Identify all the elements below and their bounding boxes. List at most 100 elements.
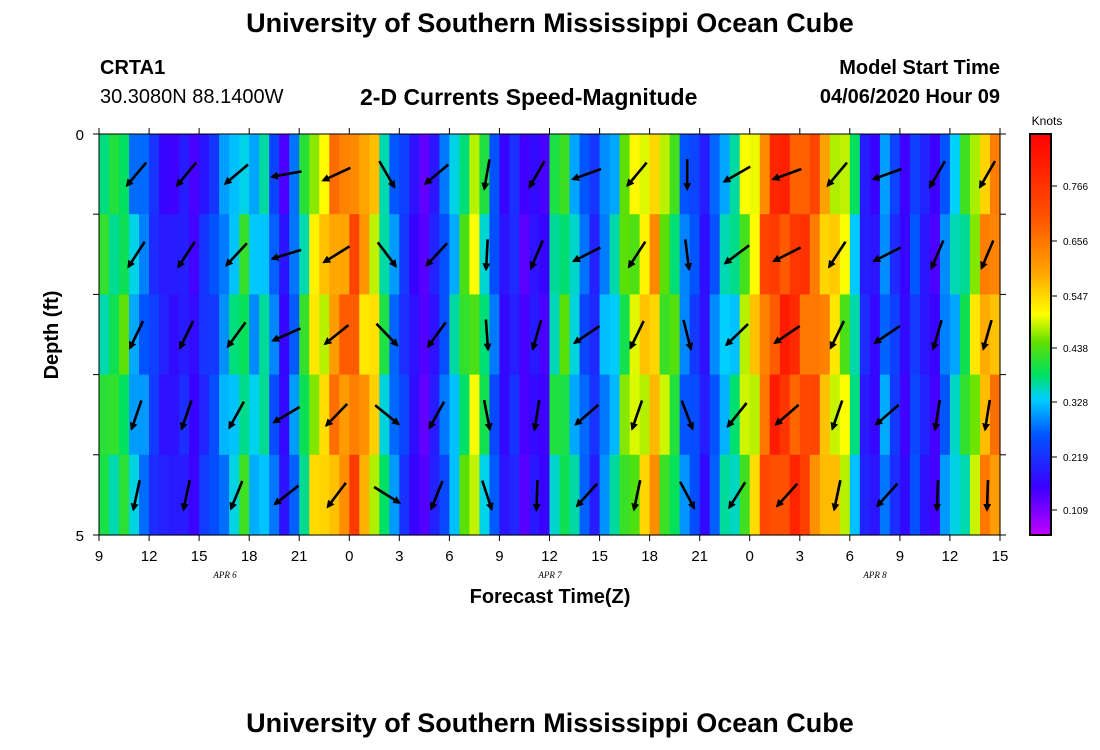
heatmap-cell [99, 134, 110, 215]
heatmap-cell [799, 454, 811, 536]
heatmap-cell [139, 374, 150, 456]
current-vector-arrow [678, 481, 696, 510]
colorbar [1029, 133, 1052, 536]
heatmap-cell [539, 134, 551, 215]
heatmap-cell [889, 294, 901, 376]
heatmap-cell [739, 454, 751, 536]
heatmap-cell [799, 294, 811, 376]
heatmap-cell [209, 214, 220, 295]
heatmap-cell [979, 454, 991, 536]
current-vector-arrow [378, 160, 396, 189]
current-vector-arrow [429, 480, 444, 511]
current-vector-arrow [324, 402, 349, 427]
heatmap-cell [519, 214, 531, 295]
heatmap-cell [209, 294, 220, 376]
y-axis: 05 [76, 127, 1006, 545]
heatmap-cell [709, 374, 721, 456]
heatmap-cell [599, 374, 611, 456]
heatmap-cell [369, 374, 380, 456]
heatmap-cell [829, 454, 841, 536]
heatmap-cell [289, 134, 300, 215]
heatmap-cell [489, 294, 501, 376]
current-vector-arrow [932, 399, 942, 432]
heatmap-cell [969, 214, 981, 295]
heatmap-cell [549, 454, 561, 536]
heatmap-cell [309, 294, 320, 376]
heatmap-cell [939, 214, 951, 295]
heatmap-cell [919, 454, 931, 536]
heatmap-cell [459, 454, 471, 536]
current-vector-arrow [269, 170, 302, 180]
heatmap-cell [659, 374, 671, 456]
heatmap-cell [559, 294, 571, 376]
current-vector-arrow [828, 240, 847, 269]
colorbar-tick-label: 0.766 [1063, 182, 1088, 193]
current-vector-arrow [726, 402, 748, 428]
heatmap-cell [379, 454, 390, 536]
heatmap-cell [549, 214, 561, 295]
heatmap-cell [569, 214, 581, 295]
heatmap-cell [669, 294, 681, 376]
current-vector-arrow [830, 400, 844, 431]
current-vector-arrow [271, 327, 301, 342]
heatmap-cell [99, 374, 110, 456]
heatmap-cell [689, 214, 701, 295]
heatmap-cell [849, 214, 861, 295]
heatmap-cell [429, 454, 440, 536]
heatmap-cell [749, 294, 761, 376]
date-label: APR 6 [212, 570, 237, 580]
heatmap-cell [549, 134, 561, 215]
heatmap-cell [479, 294, 491, 376]
current-vector-arrow [931, 319, 943, 351]
heatmap-cell [629, 134, 641, 215]
heatmap-cell [609, 374, 621, 456]
heatmap-cell [869, 134, 881, 215]
x-tick-label: 21 [691, 548, 708, 565]
heatmap-cell [229, 374, 240, 456]
heatmap-cell [259, 134, 270, 215]
heatmap-cell [949, 374, 961, 456]
heatmap-cell [909, 454, 921, 536]
heatmap-cell [389, 294, 400, 376]
heatmap-cell [929, 454, 941, 536]
heatmap-cell [139, 214, 150, 295]
heatmap-cell [479, 134, 491, 215]
heatmap-cell [219, 214, 230, 295]
heatmap-cell [239, 294, 250, 376]
heatmap-cell [399, 134, 410, 215]
heatmap-cell [569, 454, 581, 536]
heatmap-cell [509, 294, 521, 376]
heatmap-cell [639, 134, 651, 215]
date-label: APR 7 [537, 570, 562, 580]
heatmap-cell [129, 374, 140, 456]
heatmap-cell [249, 214, 260, 295]
heatmap-cell [939, 294, 951, 376]
current-vector-arrow [572, 325, 601, 345]
current-vector-arrow [529, 239, 544, 270]
heatmap-cell [109, 294, 120, 376]
current-vector-arrow [528, 160, 546, 189]
heatmap-cell [249, 294, 260, 376]
heatmap-cell [349, 134, 360, 215]
heatmap-cell [209, 454, 220, 536]
heatmap-cell [629, 294, 641, 376]
heatmap-cell [369, 214, 380, 295]
heatmap-cell [559, 454, 571, 536]
heatmap-cell [309, 454, 320, 536]
heatmap-cell [499, 294, 511, 376]
heatmap-cell [439, 134, 450, 215]
heatmap-cell [129, 294, 140, 376]
current-vector-arrow [481, 159, 491, 191]
heatmap-cell [899, 294, 911, 376]
heatmap-cell [989, 294, 1001, 376]
heatmap-cell [939, 374, 951, 456]
heatmap-cell [969, 294, 981, 376]
heatmap-cell [729, 454, 741, 536]
heatmap-cell [799, 214, 811, 295]
heatmap-cell [679, 454, 691, 536]
heatmap-cell [159, 134, 170, 215]
heatmap-cell [349, 374, 360, 456]
heatmap-cell [319, 134, 330, 215]
heatmap-cell [409, 134, 420, 215]
heatmap-cell [259, 214, 270, 295]
